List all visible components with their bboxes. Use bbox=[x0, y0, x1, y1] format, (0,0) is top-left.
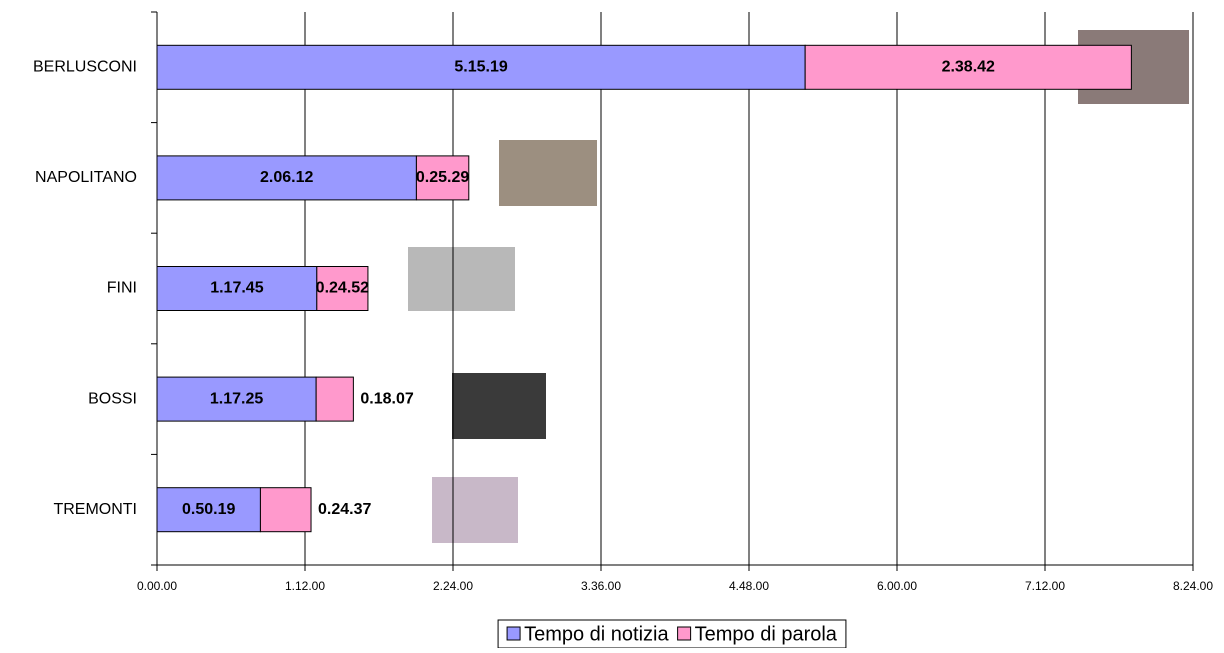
data-label: 1.17.25 bbox=[210, 390, 263, 407]
x-tick-label: 7.12.00 bbox=[1025, 579, 1065, 593]
bar bbox=[156, 376, 317, 422]
data-label: 0.25.29 bbox=[416, 169, 469, 186]
y-tick-label: BERLUSCONI bbox=[33, 59, 137, 76]
y-tick-label: FINI bbox=[107, 280, 137, 297]
bar bbox=[156, 266, 318, 311]
bar bbox=[804, 44, 1132, 90]
data-label: 5.15.19 bbox=[454, 59, 507, 76]
legend-frame bbox=[497, 619, 847, 649]
bar bbox=[315, 376, 354, 422]
photo bbox=[432, 477, 518, 543]
bar bbox=[316, 266, 369, 311]
x-tick-label: 8.24.00 bbox=[1173, 579, 1213, 593]
legend-label: Tempo di notizia bbox=[524, 623, 669, 645]
data-label: 0.24.37 bbox=[318, 501, 371, 518]
data-label: 0.24.52 bbox=[316, 280, 369, 297]
bar bbox=[259, 487, 312, 533]
bar bbox=[415, 155, 470, 201]
x-tick-label: 1.12.00 bbox=[285, 579, 325, 593]
legend-label: Tempo di parola bbox=[695, 623, 838, 645]
photo bbox=[499, 140, 597, 206]
bar bbox=[156, 155, 417, 201]
data-label: 0.50.19 bbox=[182, 501, 235, 518]
data-label: 2.06.12 bbox=[260, 169, 313, 186]
y-tick-label: BOSSI bbox=[88, 390, 137, 407]
bar bbox=[156, 487, 261, 533]
legend-swatch bbox=[506, 626, 521, 641]
photo bbox=[452, 373, 546, 439]
x-tick-label: 2.24.00 bbox=[433, 579, 473, 593]
x-tick-label: 6.00.00 bbox=[877, 579, 917, 593]
photo bbox=[408, 247, 515, 311]
y-tick-label: TREMONTI bbox=[53, 501, 137, 518]
legend: Tempo di notizia Tempo di parola bbox=[497, 619, 847, 649]
x-tick-label: 3.36.00 bbox=[581, 579, 621, 593]
x-tick-label: 4.48.00 bbox=[729, 579, 769, 593]
x-tick-label: 0.00.00 bbox=[137, 579, 177, 593]
y-tick-label: NAPOLITANO bbox=[35, 169, 137, 186]
data-label: 1.17.45 bbox=[210, 280, 263, 297]
legend-swatch bbox=[677, 626, 692, 641]
data-label: 0.18.07 bbox=[360, 390, 413, 407]
data-label: 2.38.42 bbox=[942, 59, 995, 76]
